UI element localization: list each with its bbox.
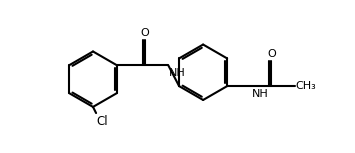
Text: O: O	[140, 28, 149, 38]
Text: Cl: Cl	[97, 115, 109, 128]
Text: O: O	[267, 49, 276, 59]
Text: NH: NH	[251, 89, 268, 99]
Text: CH₃: CH₃	[296, 81, 317, 91]
Text: NH: NH	[169, 68, 186, 78]
